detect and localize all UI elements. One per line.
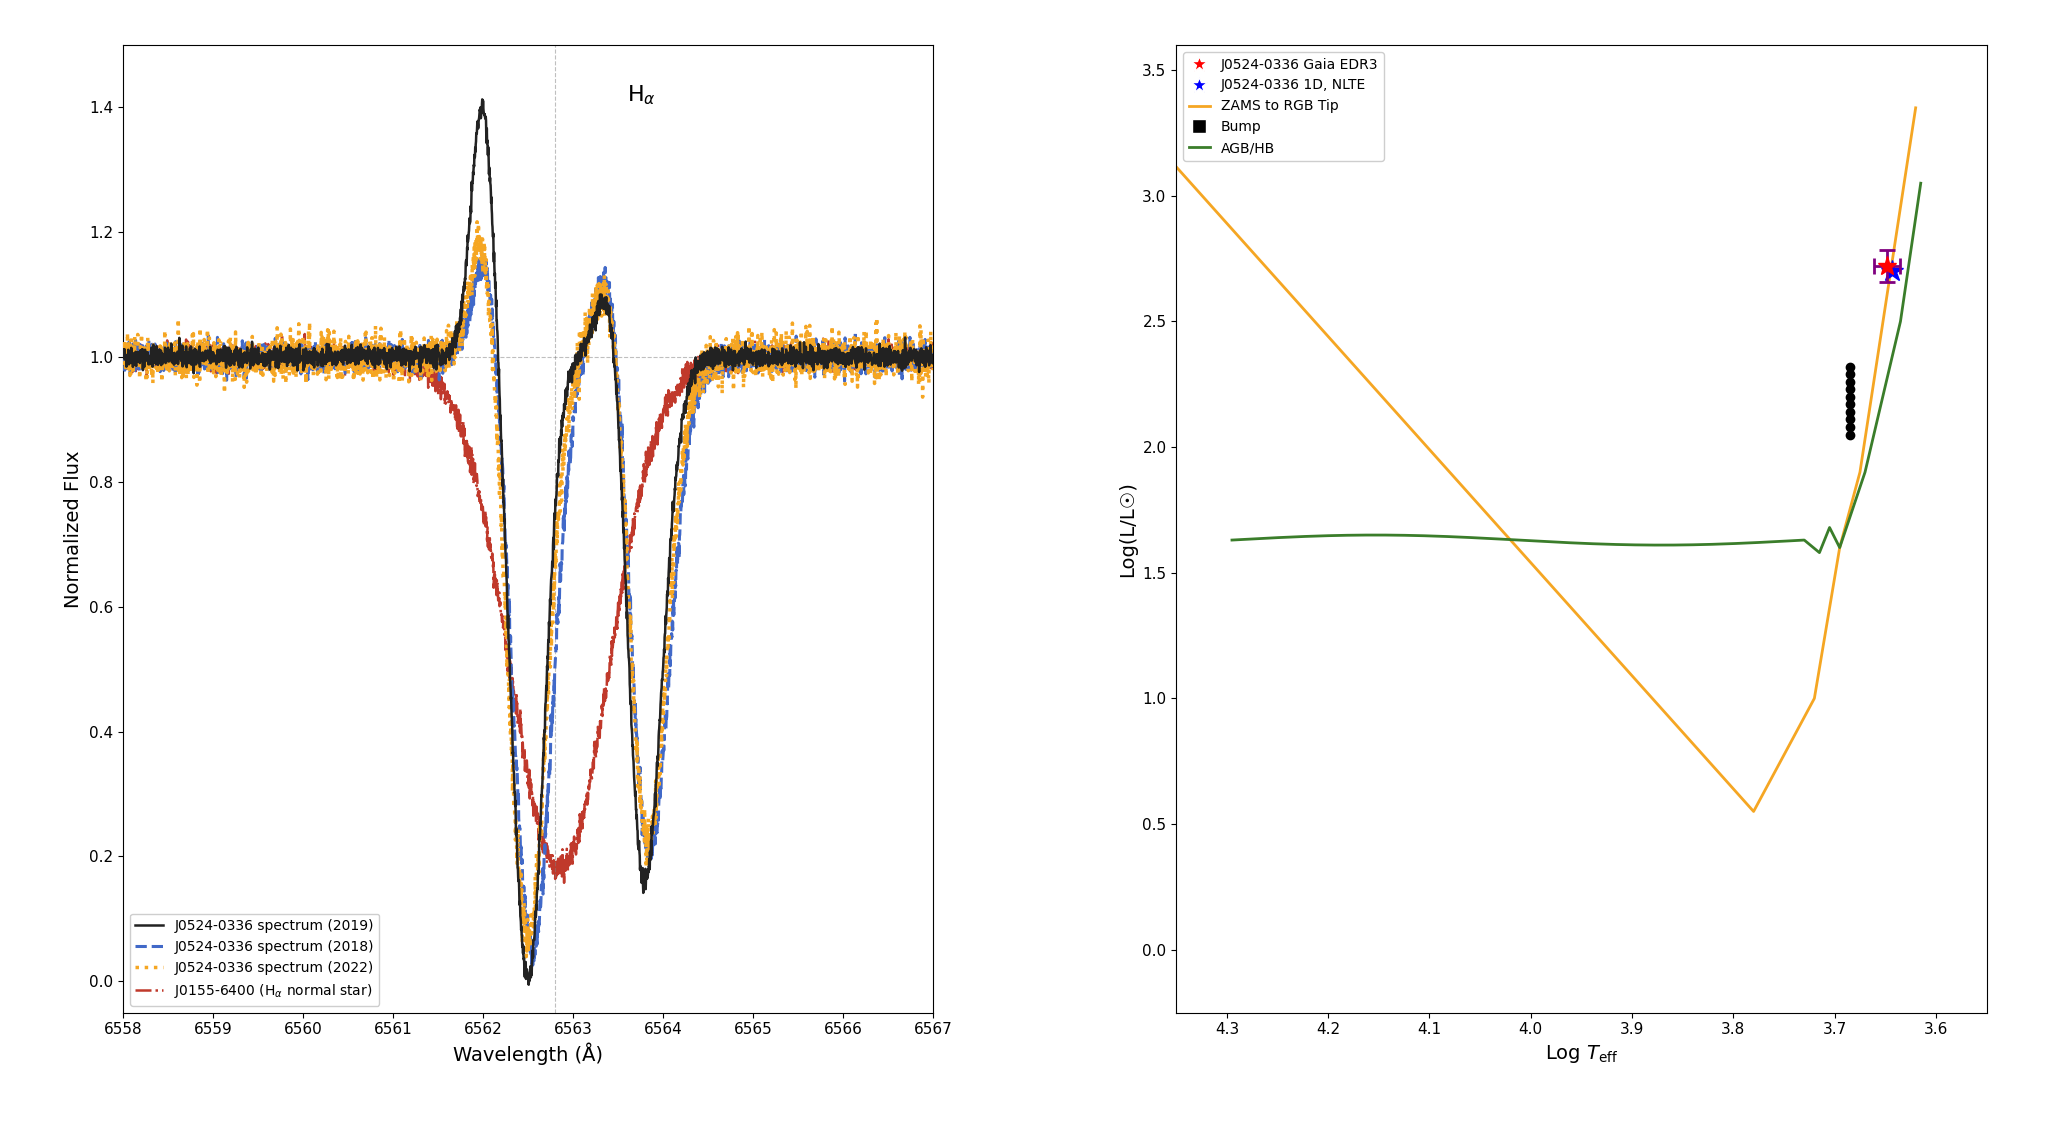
Line: ZAMS to RGB Tip: ZAMS to RGB Tip <box>1176 108 1915 811</box>
Y-axis label: Log(L/L☉): Log(L/L☉) <box>1118 480 1137 577</box>
Line: J0524-0336 spectrum (2018): J0524-0336 spectrum (2018) <box>123 253 934 966</box>
AGB/HB <box>1796 537 1821 550</box>
J0524-0336 spectrum (2019) <box>422 356 446 369</box>
ZAMS to RGB Tip <box>1741 804 1765 818</box>
AGB/HB <box>1862 425 1886 439</box>
J0524-0336 spectrum (2019) <box>469 92 494 106</box>
J0524-0336 spectrum (2018) <box>111 338 135 351</box>
AGB/HB <box>1843 492 1868 505</box>
J0155-6400 (H$_\alpha$ normal star) <box>422 374 446 387</box>
J0155-6400 (H$_\alpha$ normal star) <box>457 447 481 460</box>
J0524-0336 spectrum (2018) <box>520 960 545 973</box>
J0524-0336 spectrum (2022) <box>203 346 227 360</box>
J0524-0336 spectrum (2018) <box>471 246 496 260</box>
J0524-0336 spectrum (2022) <box>922 363 946 377</box>
J0524-0336 spectrum (2019) <box>922 351 946 364</box>
J0524-0336 spectrum (2022) <box>514 950 539 963</box>
J0524-0336 spectrum (2022) <box>111 359 135 372</box>
J0524-0336 spectrum (2018) <box>905 349 930 362</box>
J0524-0336 spectrum (2022) <box>457 287 481 300</box>
J0524-0336 spectrum (2018) <box>422 349 446 362</box>
Text: H$_\alpha$: H$_\alpha$ <box>627 83 655 107</box>
AGB/HB <box>1909 177 1933 190</box>
J0524-0336 spectrum (2018) <box>922 349 946 362</box>
J0524-0336 spectrum (2019) <box>203 349 227 362</box>
ZAMS to RGB Tip <box>1815 621 1839 634</box>
J0524-0336 spectrum (2019) <box>819 343 844 357</box>
Y-axis label: Normalized Flux: Normalized Flux <box>63 450 84 608</box>
J0524-0336 spectrum (2019) <box>905 348 930 361</box>
J0524-0336 spectrum (2019) <box>457 226 481 240</box>
J0524-0336 spectrum (2018) <box>819 360 844 374</box>
ZAMS to RGB Tip <box>1888 197 1913 210</box>
ZAMS to RGB Tip <box>1903 101 1927 115</box>
J0524-0336 spectrum (2022) <box>422 350 446 363</box>
X-axis label: Log $T_{\rm eff}$: Log $T_{\rm eff}$ <box>1544 1043 1618 1064</box>
J0524-0336 spectrum (2022) <box>905 368 930 381</box>
Legend: J0524-0336 Gaia EDR3, J0524-0336 1D, NLTE, ZAMS to RGB Tip, Bump, AGB/HB: J0524-0336 Gaia EDR3, J0524-0336 1D, NLT… <box>1184 52 1384 161</box>
ZAMS to RGB Tip <box>1796 703 1821 717</box>
J0155-6400 (H$_\alpha$ normal star) <box>819 361 844 375</box>
AGB/HB <box>1405 529 1430 542</box>
X-axis label: Wavelength (Å): Wavelength (Å) <box>453 1043 602 1065</box>
J0524-0336 spectrum (2018) <box>457 297 481 310</box>
J0524-0336 spectrum (2022) <box>465 215 489 228</box>
AGB/HB <box>1806 546 1831 559</box>
J0155-6400 (H$_\alpha$ normal star) <box>293 327 317 341</box>
Line: J0155-6400 (H$_\alpha$ normal star): J0155-6400 (H$_\alpha$ normal star) <box>123 334 934 883</box>
Line: J0524-0336 spectrum (2019): J0524-0336 spectrum (2019) <box>123 99 934 984</box>
Legend: J0524-0336 spectrum (2019), J0524-0336 spectrum (2018), J0524-0336 spectrum (202: J0524-0336 spectrum (2019), J0524-0336 s… <box>129 914 379 1006</box>
J0524-0336 spectrum (2022) <box>252 359 276 372</box>
J0524-0336 spectrum (2018) <box>203 361 227 375</box>
J0524-0336 spectrum (2022) <box>819 364 844 378</box>
Line: J0524-0336 spectrum (2022): J0524-0336 spectrum (2022) <box>123 222 934 956</box>
J0524-0336 spectrum (2019) <box>252 359 276 372</box>
Line: AGB/HB: AGB/HB <box>1233 183 1921 552</box>
ZAMS to RGB Tip <box>1812 634 1837 648</box>
J0155-6400 (H$_\alpha$ normal star) <box>111 339 135 352</box>
J0155-6400 (H$_\alpha$ normal star) <box>551 876 575 890</box>
J0155-6400 (H$_\alpha$ normal star) <box>203 345 227 359</box>
J0524-0336 spectrum (2019) <box>516 978 541 991</box>
ZAMS to RGB Tip <box>1163 160 1188 173</box>
J0524-0336 spectrum (2018) <box>252 360 276 374</box>
AGB/HB <box>1718 537 1743 550</box>
J0524-0336 spectrum (2019) <box>111 348 135 361</box>
ZAMS to RGB Tip <box>1843 478 1868 492</box>
J0155-6400 (H$_\alpha$ normal star) <box>252 349 276 362</box>
ZAMS to RGB Tip <box>1835 510 1860 523</box>
J0155-6400 (H$_\alpha$ normal star) <box>922 352 946 366</box>
AGB/HB <box>1221 533 1245 547</box>
J0155-6400 (H$_\alpha$ normal star) <box>905 351 930 364</box>
AGB/HB <box>1862 430 1886 443</box>
